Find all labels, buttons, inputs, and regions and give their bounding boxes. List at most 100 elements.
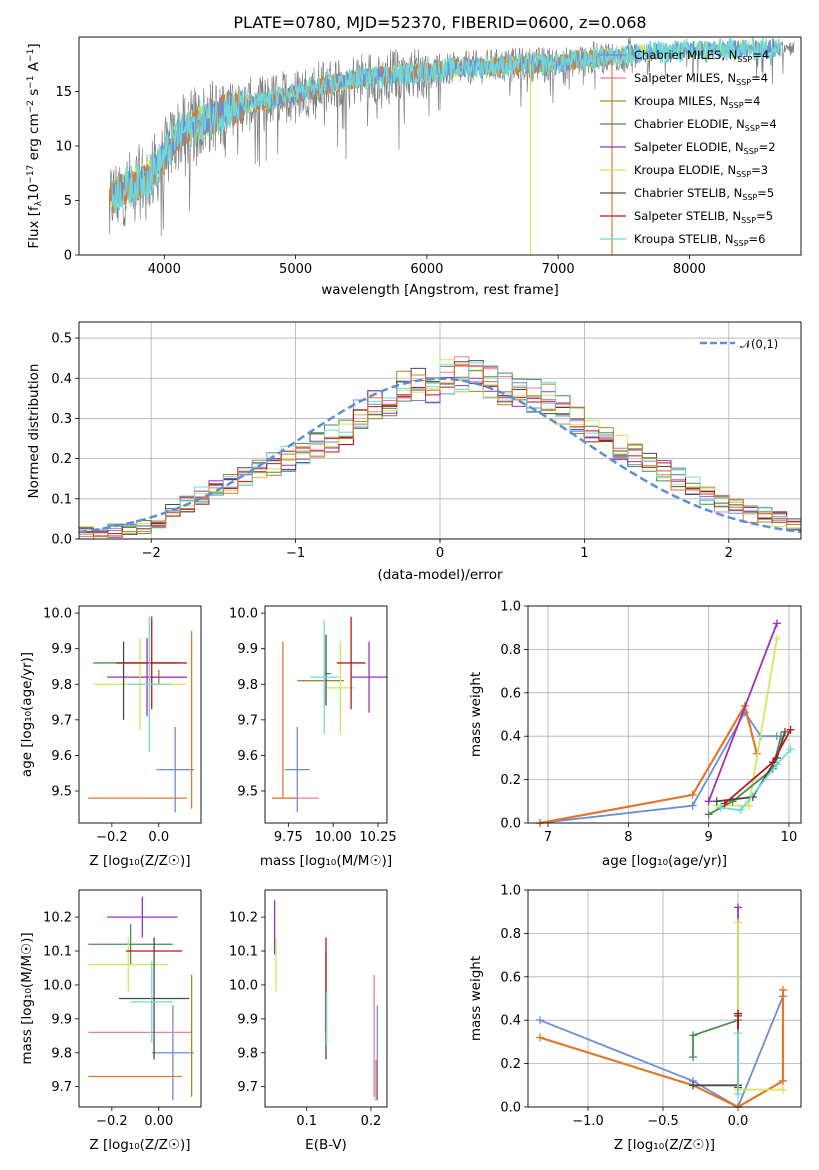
weight-series-line [716,638,778,807]
histogram-legend: 𝒩(0,1) [700,337,778,351]
weight-marker [786,725,795,734]
weight-marker [772,634,781,643]
y-tick-label: 9.8 [237,678,258,693]
x-tick-label: 4000 [148,262,181,277]
y-tick-label: 9.7 [51,1080,72,1095]
chart-panel-4: 7 8 9 10 0.0 0.2 0.4 0.6 0.8 1.0 age [log₁₀(age/yr… [468,600,802,869]
y-tick-label: 9.7 [237,1080,258,1095]
legend-entry-label: Chabrier STELIB, NSSP=5 [634,186,774,202]
y-tick-label: 0.2 [500,773,521,788]
x-tick-label: 9 [705,830,713,845]
spectrum-ylabel: Flux [fλ10−17 erg cm−2 s−1 A−1] [26,43,44,248]
spectrum-legend: Chabrier MILES, NSSP=4 Salpeter MILES, NS… [600,48,777,248]
y-tick-label: 10.2 [43,911,72,926]
histogram-series [79,362,801,530]
y-tick-label: 9.6 [237,749,258,764]
spectrum-xlabel: wavelength [Angstrom, rest frame] [321,282,559,298]
weight-marker [716,803,725,812]
x-tick-label: 0 [436,546,444,561]
axes-frame [527,605,802,824]
weight-series-line [692,1018,739,1086]
x-tick-label: 0.0 [148,830,169,845]
x-tick-label: −0.2 [96,830,128,845]
weight-series-line [707,623,778,802]
y-tick-label: 9.7 [51,713,72,728]
x-tick-label: 9.75 [274,830,303,845]
weight-series-line [716,731,786,803]
histogram-xlabel: (data-model)/error [377,567,503,583]
chart-panel-5: −0.2 0.00 9.7 9.8 9.9 10.0 10.1 10.2 Z [log₁₀(Z/… [19,889,202,1153]
y-tick-label: 9.7 [237,713,258,728]
weight-marker [536,1016,544,1025]
y-tick-label: 10.1 [43,945,72,960]
x-tick-label: 0.1 [296,1114,317,1129]
normal-curve [79,377,801,534]
y-axis-label: mass weight [468,956,484,1041]
weight-marker [689,1081,697,1090]
x-axis-label: E(B-V) [305,1137,347,1153]
model-spectrum-kroupa-stelib [111,37,782,214]
y-tick-label: 15 [55,85,72,100]
x-tick-label: 7000 [542,262,575,277]
y-axis-label: mass [log₁₀(M/M☉)] [19,932,35,1064]
legend-entry-label: Salpeter MILES, NSSP=4 [634,71,768,87]
x-tick-label: 10.00 [315,830,352,845]
chart-panel-6: 0.1 0.2 9.7 9.8 9.9 10.0 10.1 10.2 E(B-V) [229,889,388,1153]
weight-marker [536,1033,544,1042]
x-tick-label: 7 [544,830,552,845]
weight-marker [704,810,713,819]
legend-entry-label: Salpeter STELIB, NSSP=5 [634,209,773,225]
legend-entry-label: Kroupa MILES, NSSP=4 [634,94,760,110]
y-tick-label: 0.2 [51,452,72,467]
y-tick-label: 5 [64,194,72,209]
legend-entry-label: Salpeter ELODIE, NSSP=2 [634,140,776,156]
weight-series-line [539,702,758,825]
histogram-series [79,363,801,537]
chart-panel-3: 9.75 10.00 10.25 9.5 9.6 9.7 9.8 9.9 10.0 mass [l… [229,605,397,869]
x-tick-label: −2 [142,546,161,561]
weight-series-line [539,995,784,1109]
y-tick-label: 0 [64,249,72,264]
x-tick-label: 1 [580,546,588,561]
y-tick-label: 9.8 [51,1046,72,1061]
y-tick-label: 0.4 [500,730,521,745]
x-tick-label: −0.5 [647,1114,679,1129]
spectrum-panel: PLATE=0780, MJD=52370, FIBERID=0600, z=0… [26,13,802,298]
y-tick-label: 1.0 [500,884,521,899]
y-tick-label: 0.0 [500,1101,521,1116]
x-tick-label: 8000 [673,262,706,277]
x-tick-label: 10.25 [359,830,396,845]
residual-histogram-panel: −2 −1 0 1 2 0.0 0.1 0.2 0.3 0.4 0.5 (data-model)/e… [26,321,802,583]
weight-series-line [737,922,783,1091]
y-tick-label: 0.0 [500,817,521,832]
y-tick-label: 0.8 [500,643,521,658]
weight-marker [786,745,795,754]
x-tick-label: 0.0 [728,1114,749,1129]
x-axis-label: Z [log₁₀(Z/Z☉)] [89,853,190,869]
y-tick-label: 0.0 [51,533,72,548]
weight-marker [704,797,713,806]
weight-marker [712,797,721,806]
y-axis-label: mass weight [468,672,484,757]
legend-entry-label: Kroupa ELODIE, NSSP=3 [634,163,768,179]
weight-marker [734,903,742,912]
y-tick-label: 10.0 [229,607,258,622]
weight-marker [780,727,789,736]
y-tick-label: 0.8 [500,927,521,942]
spectrum-title: PLATE=0780, MJD=52370, FIBERID=0600, z=0… [233,13,646,32]
weight-marker [689,1031,697,1040]
x-tick-label: −1.0 [572,1114,604,1129]
chart-panel-2: −0.2 0.0 9.5 9.6 9.7 9.8 9.9 10.0 Z [log₁₀(Z/Z☉)… [19,605,202,869]
axes-frame [78,889,202,1108]
weight-series-line [693,1015,739,1087]
axes-frame [78,605,202,824]
y-tick-label: 9.9 [237,1012,258,1027]
legend-entry-label: Chabrier ELODIE, NSSP=4 [634,117,777,133]
weight-marker [688,790,697,799]
y-tick-label: 0.5 [51,332,72,347]
weight-marker [744,801,753,810]
weight-series-line [724,729,792,805]
y-tick-label: 0.6 [500,970,521,985]
weight-marker [734,1089,742,1098]
x-tick-label: 2 [725,546,733,561]
